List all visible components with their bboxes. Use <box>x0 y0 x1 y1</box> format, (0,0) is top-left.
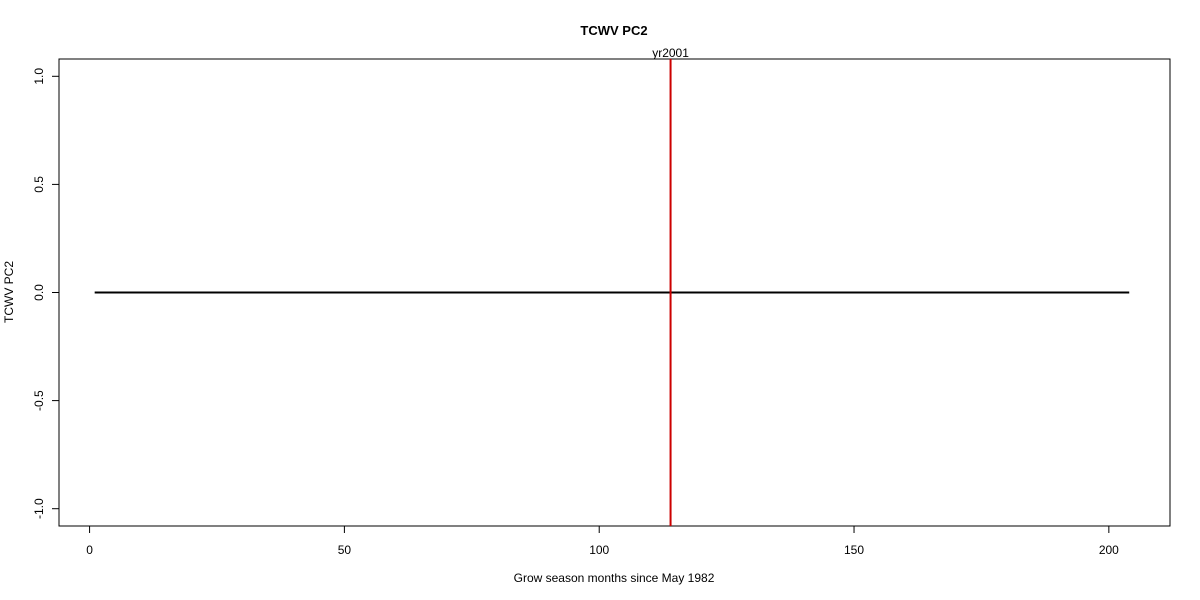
x-axis: 0 50 100 150 200 <box>86 526 1119 557</box>
y-tick-label: -0.5 <box>32 390 46 411</box>
x-axis-label: Grow season months since May 1982 <box>514 571 715 585</box>
x-tick-label: 200 <box>1099 543 1119 557</box>
y-axis-label: TCWV PC2 <box>2 261 16 323</box>
reference-line-label: yr2001 <box>652 46 689 60</box>
x-tick-label: 50 <box>338 543 352 557</box>
reference-line-layer: yr2001 <box>652 46 689 526</box>
x-tick-label: 150 <box>844 543 864 557</box>
chart-title: TCWV PC2 <box>580 23 647 38</box>
x-tick-label: 100 <box>589 543 609 557</box>
y-axis: -1.0 -0.5 0.0 0.5 1.0 <box>32 68 59 519</box>
y-tick-label: 0.0 <box>32 284 46 301</box>
y-tick-label: 0.5 <box>32 176 46 193</box>
x-tick-label: 0 <box>86 543 93 557</box>
y-tick-label: -1.0 <box>32 498 46 519</box>
y-tick-label: 1.0 <box>32 68 46 85</box>
